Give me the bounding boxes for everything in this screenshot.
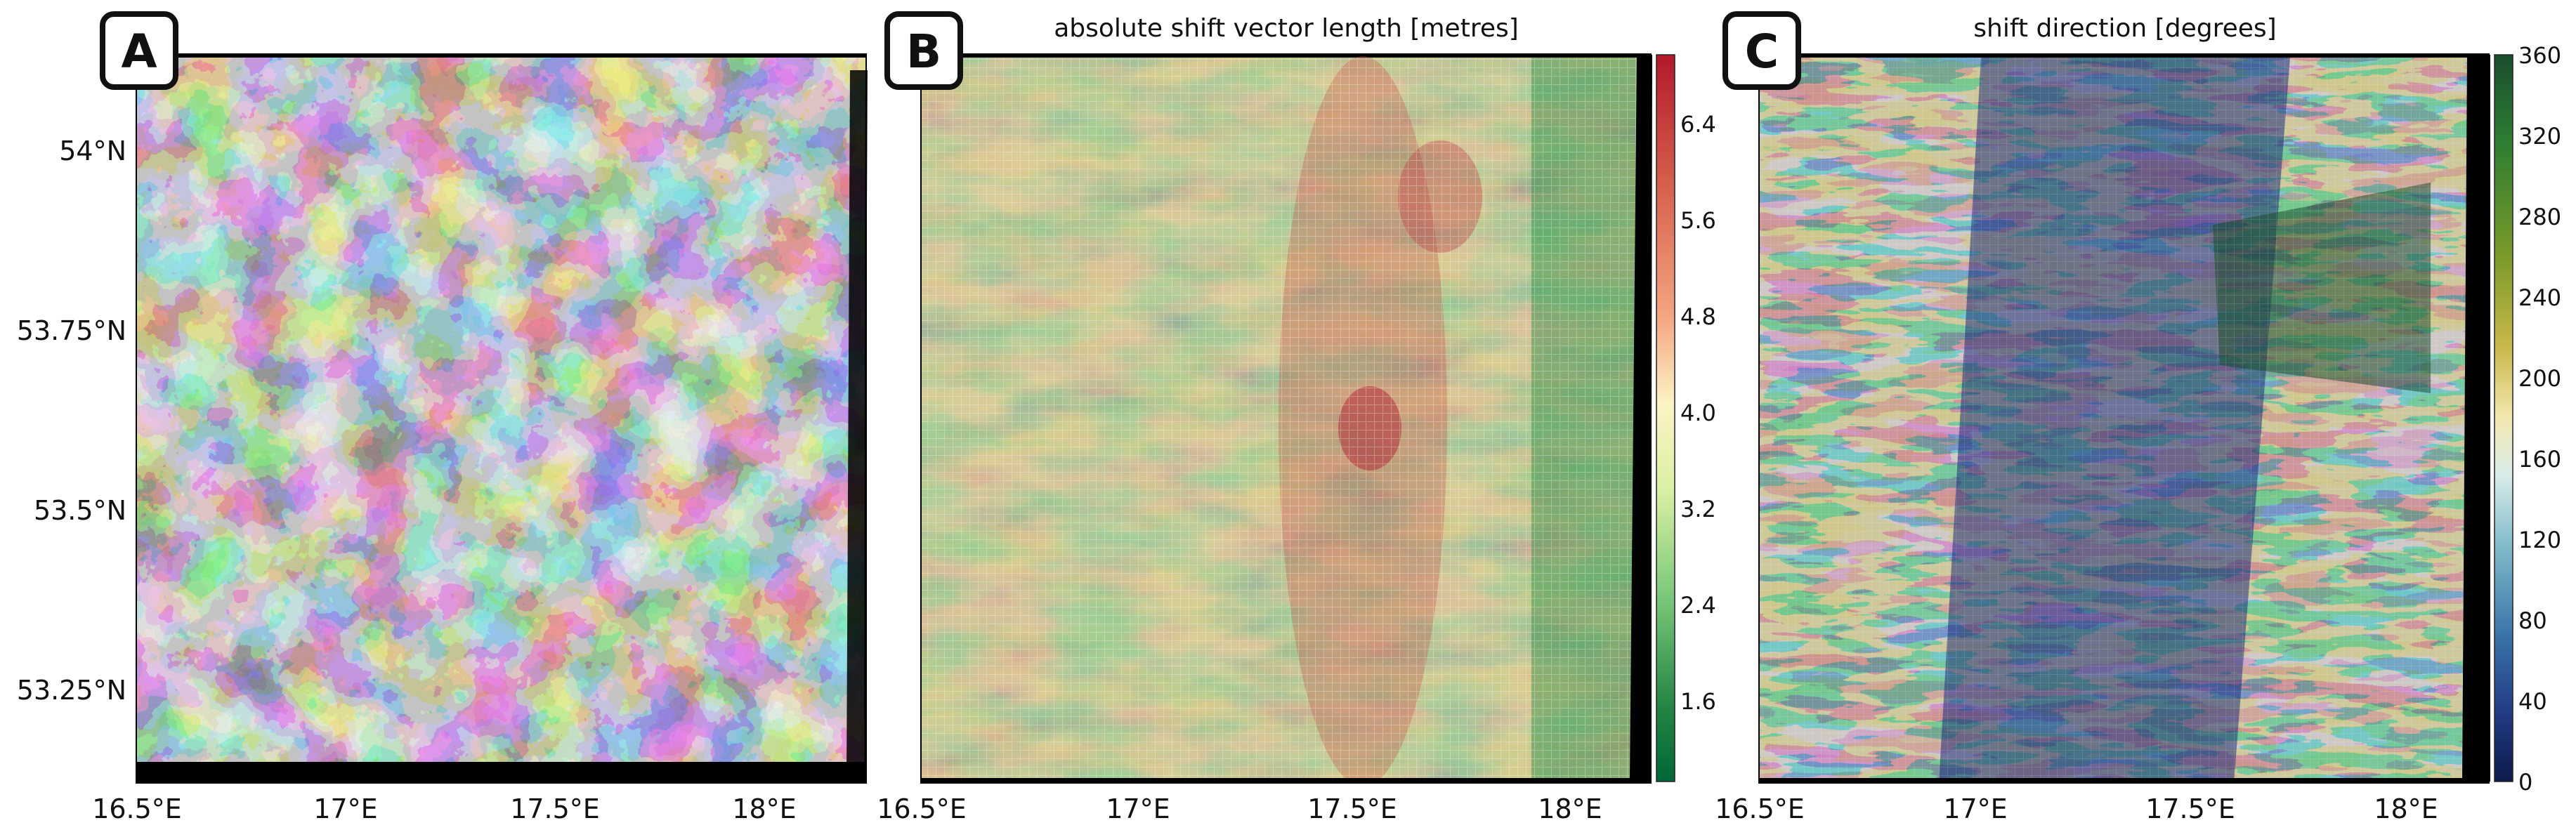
x-tick-label: 16.5°E	[877, 793, 967, 824]
colorbar-b	[1656, 54, 1675, 782]
panel-b	[920, 53, 1652, 784]
y-tick-label: 53.5°N	[34, 495, 126, 526]
colorbar-tick-label: 5.6	[1680, 207, 1716, 234]
colorbar-tick-label: 160	[2518, 446, 2561, 473]
badge-c-label: C	[1745, 25, 1779, 79]
x-tick-label: 16.5°E	[1715, 793, 1805, 824]
colorbar-c	[2494, 54, 2513, 782]
x-tick-label: 17°E	[1943, 793, 2007, 824]
badge-a: A	[100, 11, 178, 90]
y-tick-label: 53.75°N	[17, 315, 126, 346]
x-tick-label: 17°E	[313, 793, 377, 824]
panel-a	[136, 53, 868, 784]
badge-a-label: A	[121, 25, 157, 79]
x-axis-c: 16.5°E 17°E 17.5°E 18°E	[1715, 793, 2438, 824]
colorbar-tick-label: 280	[2518, 204, 2561, 230]
x-tick-label: 18°E	[732, 793, 796, 824]
badge-b-label: B	[906, 25, 941, 79]
colorbar-tick-label: 4.0	[1680, 400, 1716, 426]
colorbar-tick-label: 4.8	[1680, 303, 1716, 330]
badge-c: C	[1722, 11, 1801, 90]
colorbar-tick-label: 40	[2518, 688, 2547, 715]
colorbar-tick-label: 3.2	[1680, 496, 1716, 522]
x-tick-label: 17.5°E	[2145, 793, 2235, 824]
colorbar-tick-label: 200	[2518, 365, 2561, 392]
colorbar-tick-label: 2.4	[1680, 592, 1716, 619]
x-tick-label: 16.5°E	[92, 793, 182, 824]
panel-c	[1758, 53, 2490, 784]
panel-a-image	[137, 58, 865, 782]
x-axis-a: 16.5°E 17°E 17.5°E 18°E	[92, 793, 797, 824]
colorbar-tick-label: 1.6	[1680, 688, 1716, 715]
x-tick-label: 17°E	[1106, 793, 1170, 824]
x-tick-label: 18°E	[1538, 793, 1602, 824]
panel-c-title: shift direction [degrees]	[1973, 14, 2276, 43]
colorbar-tick-label: 320	[2518, 123, 2561, 150]
colorbar-tick-label: 80	[2518, 607, 2547, 634]
panel-b-image	[922, 56, 1651, 783]
x-tick-label: 17.5°E	[1307, 793, 1397, 824]
y-axis: 54°N 53.75°N 53.5°N 53.25°N	[17, 136, 126, 706]
x-tick-label: 18°E	[2374, 793, 2438, 824]
colorbar-tick-label: 240	[2518, 284, 2561, 311]
x-axis-b: 16.5°E 17°E 17.5°E 18°E	[877, 793, 1602, 824]
colorbar-tick-label: 120	[2518, 527, 2561, 553]
badge-b: B	[884, 11, 963, 90]
colorbar-tick-label: 360	[2518, 42, 2561, 69]
colorbar-b-ticks: 6.4 5.6 4.8 4.0 3.2 2.4 1.6	[1680, 111, 1716, 715]
colorbar-tick-label: 0	[2518, 769, 2532, 796]
colorbar-tick-label: 6.4	[1680, 111, 1716, 138]
colorbar-c-ticks: 360 320 280 240 200 160 120 80 40 0	[2518, 42, 2561, 796]
panel-c-image	[1760, 58, 2488, 783]
panel-b-title: absolute shift vector length [metres]	[1054, 14, 1519, 43]
y-tick-label: 54°N	[59, 136, 126, 166]
y-tick-label: 53.25°N	[17, 675, 126, 706]
x-tick-label: 17.5°E	[510, 793, 600, 824]
